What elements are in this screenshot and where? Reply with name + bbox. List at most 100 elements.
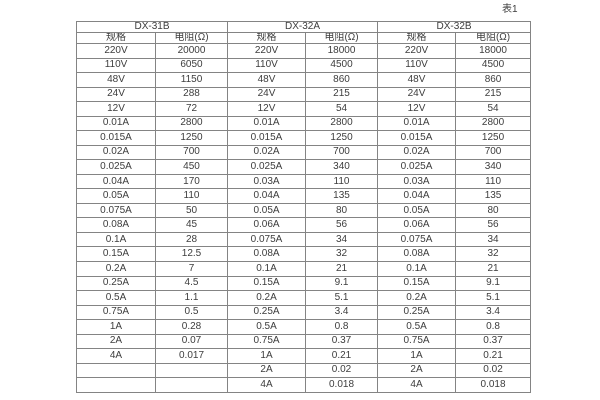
resistance-cell: 3.4 [305,304,379,321]
resistance-cell: 700 [154,144,229,161]
resistance-cell: 0.5 [154,304,229,321]
spec-cell: 12V [76,101,156,117]
spec-cell: 0.015A [377,130,457,146]
resistance-cell: 215 [305,86,379,103]
spec-table-head: DX-31B DX-32A DX-32B 规格 电阻(Ω) 规格 电阻(Ω) 规格 电阻(Ω) [75,21,532,44]
spec-cell: 0.15A [227,275,307,292]
spec-cell: 0.05A [377,202,457,219]
table-row: 0.01A 2800 0.01A 2800 0.01A 2800 [76,115,532,132]
table-caption: 表1 [502,4,518,15]
table-row: 220V 20000 220V 18000 220V 18000 [76,43,532,59]
resistance-cell: 340 [455,159,532,175]
resistance-cell: 0.37 [455,333,532,350]
table-row: 0.75A 0.5 0.25A 3.4 0.25A 3.4 [76,304,532,321]
resistance-cell: 80 [455,202,532,219]
spec-cell: 220V [76,43,156,59]
resistance-cell: 12.5 [154,246,229,262]
resistance-cell: 6050 [154,57,229,74]
spec-cell: 4A [377,377,457,393]
spec-cell: 0.5A [227,319,307,335]
spec-cell: 0.015A [76,130,156,146]
spec-cell [76,362,156,379]
resistance-cell: 80 [305,202,379,219]
resistance-cell: 34 [305,231,379,248]
table-row: 2A 0.07 0.75A 0.37 0.75A 0.37 [76,333,532,350]
resistance-cell: 50 [154,202,229,219]
table-row: 0.1A 28 0.075A 34 0.075A 34 [76,231,532,248]
resistance-cell: 4.5 [154,275,229,292]
resistance-cell: 56 [455,217,532,233]
spec-cell: 0.15A [76,246,156,262]
spec-cell: 0.2A [76,260,156,277]
resistance-cell: 5.1 [305,290,379,306]
spec-cell: 0.25A [377,304,457,321]
table-row: 0.25A 4.5 0.15A 9.1 0.15A 9.1 [76,275,532,292]
resistance-cell: 0.018 [455,377,532,393]
resistance-cell: 0.21 [305,348,379,364]
table-row: 110V 6050 110V 4500 110V 4500 [76,57,532,74]
spec-cell: 0.04A [227,188,307,204]
resistance-cell [154,377,229,393]
resistance-cell: 2800 [305,115,379,132]
spec-cell: 24V [76,86,156,103]
spec-cell: 0.03A [227,173,307,190]
resistance-cell: 288 [154,86,229,103]
spec-cell: 0.75A [227,333,307,350]
spec-cell: 0.075A [76,202,156,219]
spec-cell: 0.04A [377,188,457,204]
resistance-cell: 110 [154,188,229,204]
resistance-cell: 340 [305,159,379,175]
table-row: 0.04A 170 0.03A 110 0.03A 110 [76,173,532,190]
resistance-cell: 5.1 [455,290,532,306]
spec-cell: 110V [377,57,457,74]
spec-cell: 0.05A [76,188,156,204]
spec-cell: 0.15A [377,275,457,292]
spec-cell: 0.2A [227,290,307,306]
spec-cell: 0.75A [377,333,457,350]
resistance-cell: 860 [305,72,379,88]
resistance-cell: 0.018 [305,377,379,393]
table-row: 4A 0.017 1A 0.21 1A 0.21 [76,348,532,364]
resistance-cell: 1.1 [154,290,229,306]
table-row: 0.08A 45 0.06A 56 0.06A 56 [76,217,532,233]
spec-cell: 2A [76,333,156,350]
spec-cell: 0.075A [227,231,307,248]
table-row: 0.15A 12.5 0.08A 32 0.08A 32 [76,246,532,262]
resistance-cell: 32 [455,246,532,262]
table-row: 0.5A 1.1 0.2A 5.1 0.2A 5.1 [76,290,532,306]
spec-cell: 24V [227,86,307,103]
resistance-cell: 110 [305,173,379,190]
spec-cell: 0.06A [227,217,307,233]
resistance-cell: 110 [455,173,532,190]
group-header-dx-32a: DX-32A [227,21,379,33]
spec-cell: 0.1A [76,231,156,248]
spec-cell: 0.08A [227,246,307,262]
spec-cell: 0.025A [227,159,307,175]
col-header-resistance: 电阻(Ω) [305,32,379,44]
spec-cell: 48V [227,72,307,88]
spec-cell: 0.025A [377,159,457,175]
table-row: 4A 0.018 4A 0.018 [76,377,532,393]
resistance-cell: 860 [455,72,532,88]
group-header-dx-31b: DX-31B [75,21,229,33]
resistance-cell: 3.4 [455,304,532,321]
resistance-cell: 0.37 [305,333,379,350]
resistance-cell: 2800 [455,115,532,132]
spec-cell: 0.015A [227,130,307,146]
spec-cell [76,377,156,393]
resistance-cell: 1150 [154,72,229,88]
resistance-cell: 215 [455,86,532,103]
resistance-cell: 18000 [455,43,532,59]
table-row: 0.02A 700 0.02A 700 0.02A 700 [76,144,532,161]
table-row: 12V 72 12V 54 12V 54 [76,101,532,117]
spec-cell: 110V [76,57,156,74]
spec-cell: 0.02A [76,144,156,161]
resistance-cell: 28 [154,231,229,248]
resistance-cell: 135 [305,188,379,204]
col-header-spec: 规格 [377,32,457,44]
table-row: 0.2A 7 0.1A 21 0.1A 21 [76,260,532,277]
spec-cell: 2A [227,362,307,379]
spec-table-body: 220V 20000 220V 18000 220V 18000 110V 6050 110V 4… [76,43,532,393]
spec-cell: 0.25A [76,275,156,292]
spec-cell: 0.08A [76,217,156,233]
